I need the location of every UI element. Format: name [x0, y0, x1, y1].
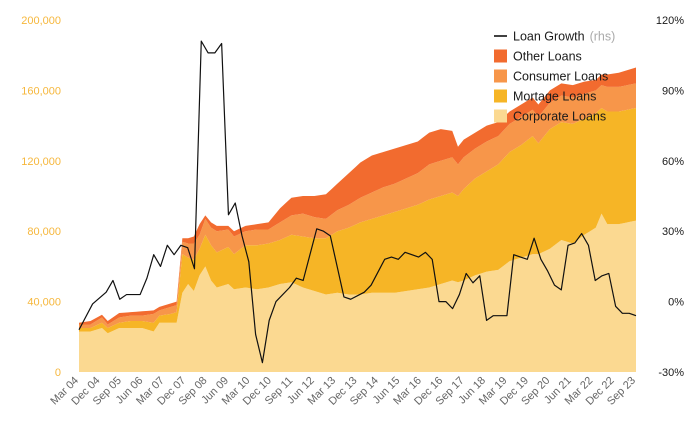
legend-swatch [494, 49, 507, 63]
loan-growth-line-group [78, 40, 637, 364]
y-tick-left: 0 [55, 367, 61, 379]
legend-swatch [494, 69, 507, 83]
legend-item-other: Other Loans [494, 49, 582, 64]
stacked-areas [79, 67, 636, 372]
area-consumer [79, 83, 636, 328]
legend-label: Consumer Loans [513, 70, 608, 84]
legend-label: Other Loans [513, 50, 582, 64]
legend: Loan Growth (rhs) Other Loans Consumer Loan… [494, 30, 615, 124]
legend-item-corporate: Corporate Loans [494, 109, 606, 124]
legend-label: Corporate Loans [513, 110, 606, 124]
legend-swatch [494, 109, 507, 123]
area-corporate [79, 213, 636, 372]
y-tick-left: 120,000 [21, 156, 61, 168]
y-tick-right: 120% [656, 15, 684, 27]
y-tick-right: -30% [658, 367, 684, 379]
area-mortgage [79, 108, 636, 334]
legend-label: Loan Growth (rhs) [513, 30, 615, 44]
area-other [79, 67, 636, 325]
legend-label: Mortage Loans [513, 90, 596, 104]
y-tick-left: 200,000 [21, 15, 61, 27]
y-axis-right: -30% 0% 30% 60% 90% 120% [656, 15, 684, 379]
y-tick-right: 30% [662, 226, 684, 238]
legend-note: (rhs) [590, 30, 616, 44]
y-tick-left: 80,000 [27, 226, 61, 238]
legend-item-growth: Loan Growth (rhs) [494, 30, 615, 44]
y-axis-left: 0 40,000 80,000 120,000 160,000 200,000 [21, 15, 61, 379]
y-tick-right: 60% [662, 156, 684, 168]
legend-item-mortgage: Mortage Loans [494, 89, 596, 104]
legend-swatch [494, 89, 507, 103]
y-tick-right: 90% [662, 85, 684, 97]
y-tick-left: 40,000 [27, 297, 61, 309]
legend-item-consumer: Consumer Loans [494, 69, 608, 84]
y-tick-right: 0% [668, 297, 684, 309]
loan-growth-line [78, 40, 637, 364]
y-tick-left: 160,000 [21, 85, 61, 97]
